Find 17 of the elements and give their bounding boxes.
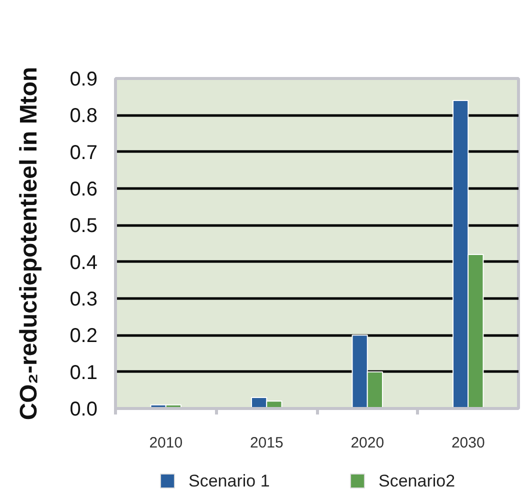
y-tick-label: 0.1 <box>70 362 98 384</box>
y-tick-label: 0.3 <box>70 288 98 310</box>
legend-label: Scenario 1 <box>188 472 270 490</box>
x-tick-label: 2010 <box>149 434 183 452</box>
y-axis-title: CO₂-reductiepotentieel in Mton <box>16 66 43 420</box>
y-tick-label: 0.0 <box>70 398 98 420</box>
y-tick-label: 0.2 <box>70 325 98 348</box>
y-tick-label: 0.7 <box>70 142 98 164</box>
y-tick-label: 0.5 <box>70 215 98 238</box>
y-tick-label: 0.9 <box>70 68 98 90</box>
y-tick-label: 0.8 <box>70 105 98 128</box>
x-tick-label: 2020 <box>350 434 384 452</box>
x-tick-label: 2015 <box>250 434 284 452</box>
y-tick-label: 0.4 <box>70 252 98 274</box>
y-tick-label: 0.6 <box>70 178 98 200</box>
legend-label: Scenario2 <box>378 472 456 490</box>
x-tick-label: 2030 <box>451 434 485 452</box>
